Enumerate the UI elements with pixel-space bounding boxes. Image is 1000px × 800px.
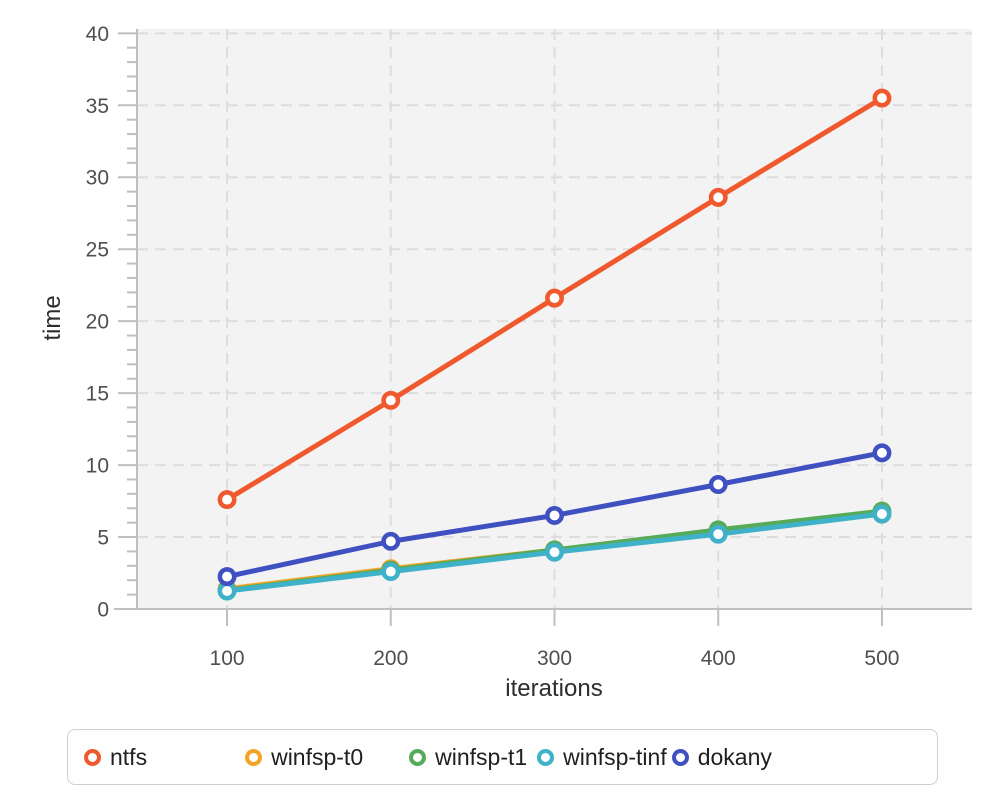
- x-tick-label: 300: [537, 647, 572, 670]
- data-point-marker: [217, 490, 237, 510]
- x-tick-label: 500: [864, 647, 899, 670]
- gridlines: [137, 29, 972, 609]
- y-axis-title: time: [39, 295, 66, 341]
- x-tick-label: 200: [373, 647, 408, 670]
- y-tick-label: 20: [86, 311, 109, 334]
- legend: ntfs winfsp-t0 winfsp-t1 winfsp-tinf dok…: [67, 729, 938, 785]
- data-point-marker: [381, 562, 401, 582]
- series-marker-icon: [245, 748, 263, 766]
- legend-label: ntfs: [110, 743, 148, 770]
- series-marker-icon: [671, 748, 689, 766]
- data-point-marker: [545, 506, 564, 525]
- legend-item-winfsp-t0: winfsp-t0: [245, 743, 364, 770]
- y-tick-label: 0: [97, 599, 109, 622]
- data-point-marker: [381, 390, 401, 410]
- data-point-marker: [217, 567, 237, 587]
- legend-item-ntfs: ntfs: [84, 743, 148, 770]
- y-tick-label: 10: [86, 455, 109, 478]
- legend-label: winfsp-tinf: [563, 743, 667, 770]
- y-tick-label: 5: [97, 527, 109, 550]
- data-point-marker: [708, 475, 728, 494]
- axes: 0 5 10 15 20 25 30 35 40 100 200 300 400 500: [86, 23, 972, 670]
- data-point-marker: [872, 88, 892, 108]
- x-tick-label: 400: [701, 647, 736, 670]
- data-point-marker: [381, 531, 401, 551]
- series-ntfs: [217, 88, 892, 510]
- legend-item-dokany: dokany: [671, 743, 772, 770]
- series-dokany: [217, 443, 892, 587]
- x-tick-label: 100: [210, 647, 245, 670]
- series-marker-icon: [409, 748, 427, 766]
- data-point-marker: [545, 288, 564, 308]
- y-tick-label: 15: [86, 383, 109, 406]
- y-tick-label: 25: [86, 239, 109, 262]
- data-point-marker: [708, 187, 728, 207]
- data-point-marker: [545, 542, 564, 562]
- series-marker-icon: [537, 748, 555, 766]
- data-point-marker: [872, 504, 892, 524]
- y-tick-label: 30: [86, 167, 109, 190]
- y-tick-label: 35: [86, 95, 109, 118]
- data-point-marker: [872, 443, 892, 463]
- legend-item-winfsp-t1: winfsp-t1: [409, 743, 528, 770]
- x-axis-title: iterations: [505, 675, 603, 702]
- y-tick-label: 40: [86, 23, 109, 46]
- series-marker-icon: [84, 748, 101, 766]
- legend-label: dokany: [697, 743, 772, 770]
- line-chart: 0 5 10 15 20 25 30 35 40 100 200 300 400 500: [86, 23, 972, 670]
- legend-item-winfsp-tinf: winfsp-tinf: [537, 743, 667, 770]
- legend-label: winfsp-t1: [435, 743, 528, 770]
- data-point-marker: [708, 524, 728, 544]
- legend-label: winfsp-t0: [271, 743, 364, 770]
